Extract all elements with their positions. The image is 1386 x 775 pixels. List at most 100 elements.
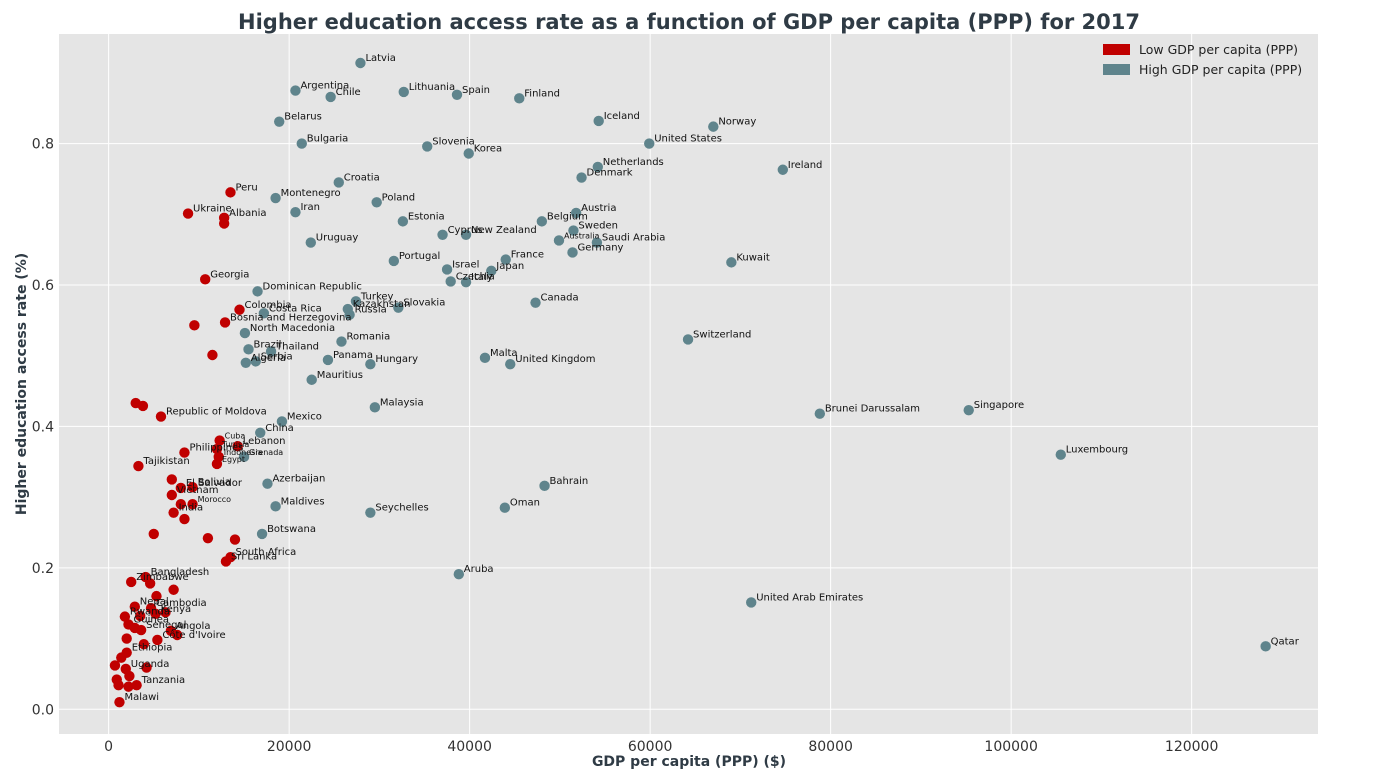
data-point-low bbox=[168, 507, 179, 518]
point-label: Costa Rica bbox=[269, 303, 322, 314]
data-point-high bbox=[256, 528, 268, 540]
data-point-low bbox=[179, 447, 190, 458]
data-point-high bbox=[479, 352, 491, 364]
point-label: Iceland bbox=[604, 111, 640, 122]
data-point-high bbox=[397, 216, 409, 227]
point-label: Switzerland bbox=[693, 329, 751, 340]
data-point-low bbox=[207, 349, 218, 361]
point-label: Algeria bbox=[251, 353, 286, 364]
data-point-high bbox=[262, 478, 273, 489]
data-point-low bbox=[218, 218, 230, 229]
point-label: Sweden bbox=[578, 221, 618, 232]
point-label: Finland bbox=[524, 88, 560, 99]
point-label: India bbox=[179, 503, 204, 514]
data-point-high bbox=[499, 502, 511, 513]
point-label: Japan bbox=[495, 261, 524, 272]
data-point-high bbox=[500, 254, 511, 265]
legend-swatch-low bbox=[1103, 44, 1130, 55]
data-point-high bbox=[270, 192, 281, 204]
x-axis-label: GDP per capita (PPP) ($) bbox=[592, 754, 786, 770]
data-point-high bbox=[570, 207, 582, 219]
point-label: Turkey bbox=[360, 291, 394, 302]
point-label: Norway bbox=[718, 117, 756, 128]
data-point-low bbox=[131, 680, 142, 691]
point-label: Albania bbox=[229, 208, 266, 219]
data-point-low bbox=[166, 489, 178, 501]
data-point-high bbox=[388, 255, 400, 267]
point-label: Ireland bbox=[788, 160, 823, 171]
data-point-high bbox=[536, 216, 548, 227]
data-point-high bbox=[350, 296, 362, 307]
data-point-high bbox=[371, 197, 382, 208]
y-tick-label: 0.0 bbox=[32, 702, 54, 718]
point-label: Uruguay bbox=[316, 233, 359, 244]
point-label: Italy bbox=[471, 272, 493, 283]
data-point-low bbox=[211, 443, 223, 455]
point-label: Luxembourg bbox=[1066, 445, 1128, 456]
point-label: Slovakia bbox=[403, 298, 445, 309]
data-point-high bbox=[265, 346, 277, 357]
point-label: Maldives bbox=[281, 496, 325, 507]
legend-entry-low: Low GDP per capita (PPP) bbox=[1139, 42, 1298, 57]
data-point-low bbox=[141, 662, 152, 673]
point-label: Thailand bbox=[275, 341, 319, 352]
data-point-low bbox=[232, 441, 243, 452]
data-point-low bbox=[168, 584, 179, 595]
point-label: Iran bbox=[300, 202, 320, 213]
data-point-high bbox=[322, 354, 334, 366]
point-label: Bangladesh bbox=[151, 567, 210, 578]
data-point-high bbox=[514, 93, 525, 104]
data-point-high bbox=[1055, 449, 1066, 460]
data-point-high bbox=[276, 416, 288, 427]
point-label: South Africa bbox=[235, 547, 296, 558]
data-point-high bbox=[238, 451, 250, 463]
data-point-high bbox=[460, 276, 472, 288]
point-label: Georgia bbox=[210, 269, 249, 280]
x-axis-ticks: 0 20000 40000 60000 80000 100000 120000 bbox=[104, 739, 1218, 755]
data-point-high bbox=[274, 116, 285, 127]
x-tick-label: 60000 bbox=[628, 739, 673, 755]
point-label: Malawi bbox=[124, 692, 159, 703]
data-point-high bbox=[355, 57, 366, 69]
y-tick-label: 0.8 bbox=[32, 137, 54, 153]
data-point-low bbox=[119, 611, 131, 622]
data-point-high bbox=[258, 308, 270, 319]
point-label: Netherlands bbox=[603, 157, 664, 168]
point-label: Botswana bbox=[267, 524, 316, 535]
data-point-high bbox=[365, 507, 376, 518]
point-label: Belgium bbox=[547, 211, 588, 222]
data-point-low bbox=[124, 670, 135, 682]
y-axis-label: Higher education access rate (%) bbox=[14, 253, 30, 515]
point-label: United States bbox=[654, 134, 722, 145]
data-point-high bbox=[369, 402, 381, 413]
data-point-low bbox=[121, 633, 132, 644]
data-point-high bbox=[644, 138, 655, 149]
data-point-low bbox=[182, 208, 194, 219]
data-point-low bbox=[148, 528, 159, 540]
point-label: Poland bbox=[382, 192, 415, 203]
point-label: Lithuania bbox=[409, 82, 455, 93]
point-label: Germany bbox=[578, 242, 624, 253]
data-point-low bbox=[234, 304, 245, 315]
point-label: Kenya bbox=[161, 604, 192, 615]
point-label: Kuwait bbox=[736, 252, 769, 263]
data-point-high bbox=[393, 302, 404, 313]
data-point-high bbox=[463, 148, 474, 159]
point-label: Qatar bbox=[1271, 636, 1300, 647]
data-point-low bbox=[214, 435, 225, 446]
data-point-low bbox=[109, 660, 121, 671]
data-point-low bbox=[152, 634, 163, 646]
point-label: Sri Lanka bbox=[231, 551, 277, 562]
x-tick-label: 20000 bbox=[267, 739, 312, 755]
point-label: Tanzania bbox=[141, 675, 186, 686]
data-point-high bbox=[422, 141, 433, 152]
point-label: Latvia bbox=[365, 53, 395, 64]
point-label: Chile bbox=[336, 87, 361, 98]
point-label: Indonesia bbox=[224, 448, 263, 457]
data-point-low bbox=[189, 320, 200, 331]
point-label: Oman bbox=[510, 498, 540, 509]
data-point-high bbox=[592, 161, 603, 173]
data-point-high bbox=[398, 86, 409, 98]
x-tick-label: 0 bbox=[104, 739, 113, 755]
